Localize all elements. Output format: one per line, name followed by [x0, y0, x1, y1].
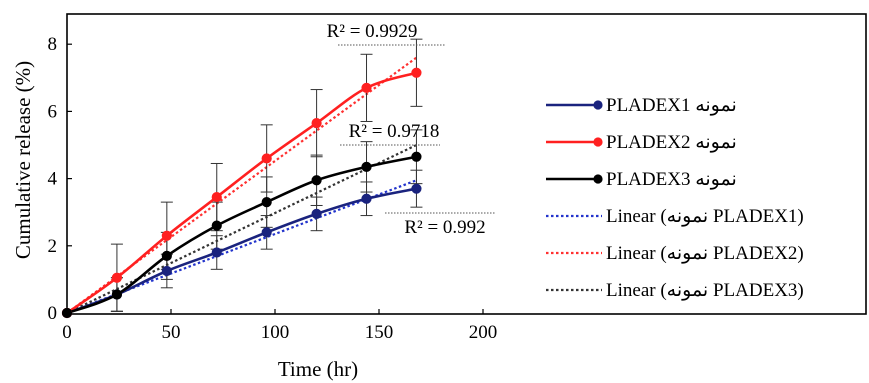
legend-label: PLADEX2 نمونه: [606, 132, 737, 153]
data-point: [211, 247, 222, 258]
legend-marker: [593, 100, 603, 110]
data-point: [261, 153, 272, 164]
x-tick-label: 150: [365, 322, 394, 343]
x-axis-title: Time (hr): [278, 357, 358, 381]
data-point: [361, 161, 372, 172]
legend-label: PLADEX1 نمونه: [606, 95, 737, 116]
data-point: [111, 272, 123, 283]
data-point: [261, 197, 272, 208]
data-point: [161, 250, 172, 261]
data-point: [211, 191, 222, 203]
legend-label: Linear (نمونه PLADEX2): [606, 243, 804, 264]
legend-marker: [593, 174, 603, 184]
axis-ticks: 0 50 100 150 200 0 2 4 6 8: [48, 34, 498, 343]
x-tick-label: 100: [261, 322, 290, 343]
plot-frame: [66, 13, 867, 315]
y-tick-label: 6: [48, 101, 58, 122]
legend-label: PLADEX3 نمونه: [606, 169, 737, 190]
data-points: [61, 67, 422, 319]
y-axis-title: Cumulative release (%): [11, 61, 35, 259]
data-point: [211, 220, 222, 231]
y-tick-label: 2: [48, 236, 58, 257]
legend: PLADEX1 نمونه PLADEX2 نمونه PLADEX3 نمونه L…: [546, 95, 804, 301]
x-tick-label: 0: [62, 322, 72, 343]
legend-entry: Linear (نمونه PLADEX2): [546, 243, 804, 264]
x-tick-label: 200: [469, 322, 498, 343]
r2-label: R² = 0.9929: [327, 21, 418, 42]
plot-border: [66, 13, 867, 315]
data-point: [411, 183, 422, 194]
data-point: [311, 208, 322, 219]
y-tick-label: 8: [48, 34, 58, 55]
series-line: [66, 71, 417, 315]
data-point: [411, 151, 422, 162]
y-tick-label: 4: [48, 169, 58, 190]
data-point: [161, 230, 172, 241]
series-line: [66, 155, 417, 315]
legend-entry: Linear (نمونه PLADEX1): [546, 206, 804, 227]
y-tick-label: 0: [48, 303, 58, 324]
data-point: [161, 265, 172, 277]
data-point: [261, 227, 272, 238]
r2-label: R² = 0.992: [404, 217, 485, 238]
legend-label: Linear (نمونه PLADEX3): [606, 280, 804, 301]
legend-entry: PLADEX2 نمونه: [546, 132, 737, 153]
data-point: [361, 82, 372, 93]
r2-annotations: R² = 0.992 R² = 0.9929 R² = 0.9718: [327, 21, 495, 238]
legend-entry: PLADEX3 نمونه: [546, 169, 737, 190]
r2-label: R² = 0.9718: [349, 121, 440, 142]
data-point: [311, 118, 322, 129]
x-tick-label: 50: [162, 322, 181, 343]
data-point: [111, 289, 123, 300]
data-point: [311, 175, 322, 186]
legend-marker: [593, 137, 603, 147]
data-point: [411, 67, 422, 78]
legend-label: Linear (نمونه PLADEX1): [606, 206, 804, 227]
legend-entry: PLADEX1 نمونه: [546, 95, 737, 116]
legend-entry: Linear (نمونه PLADEX3): [546, 280, 804, 301]
data-point: [361, 193, 372, 204]
